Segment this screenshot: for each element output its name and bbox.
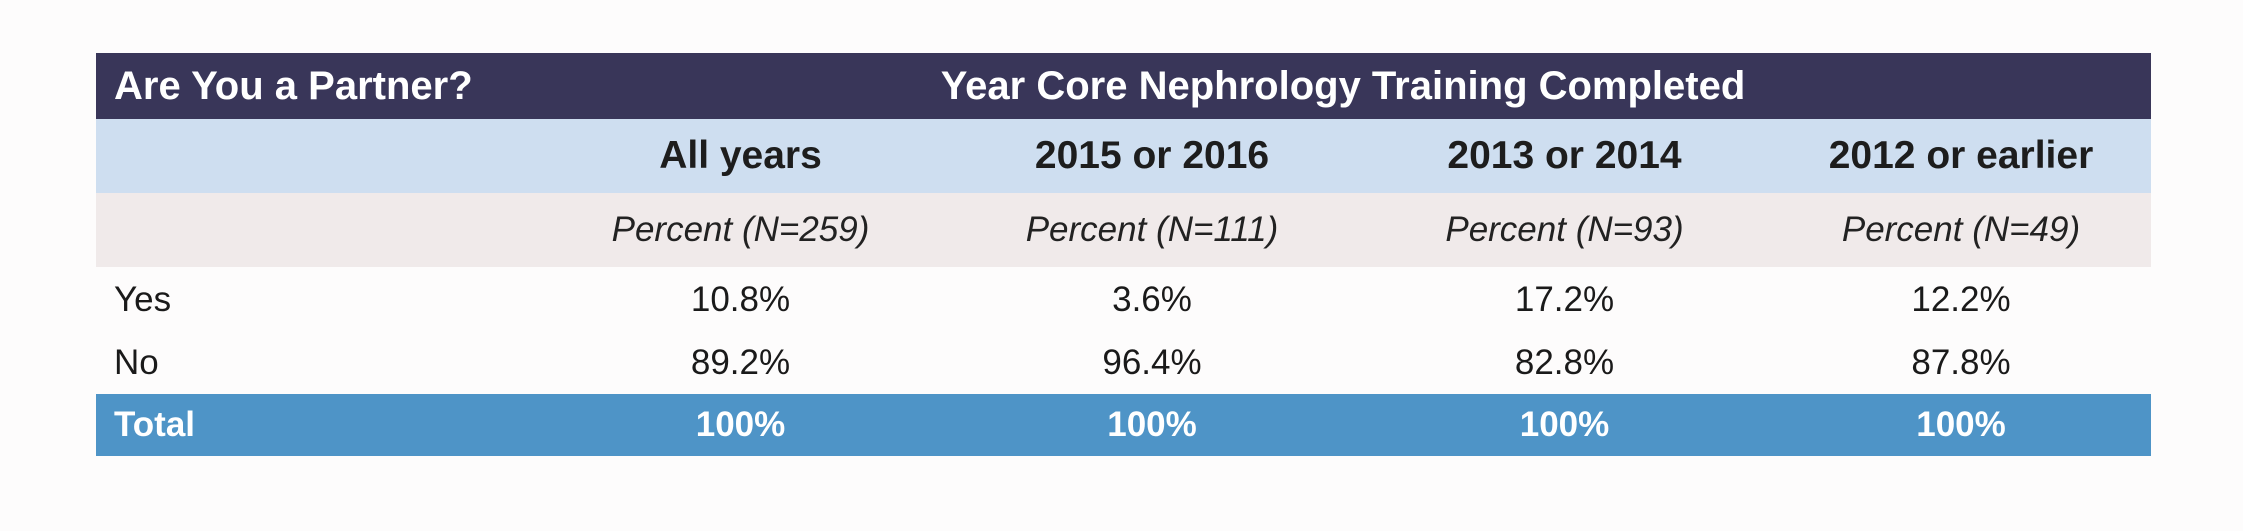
column-header-2015-2016: 2015 or 2016 — [1034, 134, 1270, 177]
column-header-all-years: All years — [659, 134, 822, 177]
year-columns-row: All years 2015 or 2016 2013 or 2014 2012… — [96, 119, 2151, 193]
sample-size-2015-2016: Percent (N=111) — [1025, 210, 1279, 249]
table-cell: 17.2% — [1514, 280, 1615, 319]
column-group-title: Year Core Nephrology Training Completed — [940, 63, 1746, 108]
sample-size-2012-earlier: Percent (N=49) — [1841, 210, 2081, 249]
table-cell: 96.4% — [1102, 342, 1202, 382]
total-cell: 100% — [1107, 405, 1197, 444]
row-label: Yes — [114, 280, 172, 319]
table-cell: 12.2% — [1911, 280, 2011, 319]
table-row-yes: Yes 10.8% 3.6% 17.2% 12.2% — [96, 267, 2151, 331]
table-row-no: No 89.2% 96.4% 82.8% 87.8% — [96, 331, 2151, 394]
row-label: No — [114, 342, 159, 382]
sample-size-2013-2014: Percent (N=93) — [1445, 210, 1684, 249]
row-label-header: Are You a Partner? — [114, 63, 473, 108]
total-cell: 100% — [1519, 405, 1610, 444]
total-cell: 100% — [695, 405, 786, 444]
table-header-row: Are You a Partner? Year Core Nephrology … — [96, 53, 2151, 119]
table-cell: 10.8% — [690, 280, 791, 319]
sample-size-all-years: Percent (N=259) — [611, 210, 870, 249]
table-cell: 3.6% — [1112, 280, 1192, 319]
sample-size-row: Percent (N=259) Percent (N=111) Percent … — [96, 193, 2151, 267]
table-cell: 82.8% — [1514, 342, 1615, 382]
table-cell: 87.8% — [1911, 342, 2011, 382]
total-label: Total — [114, 405, 196, 444]
total-cell: 100% — [1916, 405, 2006, 444]
table-cell: 89.2% — [690, 342, 791, 382]
column-header-2013-2014: 2013 or 2014 — [1447, 134, 1682, 177]
table-row-total: Total 100% 100% 100% 100% — [96, 394, 2151, 456]
column-header-2012-earlier: 2012 or earlier — [1828, 134, 2094, 177]
partner-by-training-year-table: Are You a Partner? Year Core Nephrology … — [96, 53, 2151, 456]
